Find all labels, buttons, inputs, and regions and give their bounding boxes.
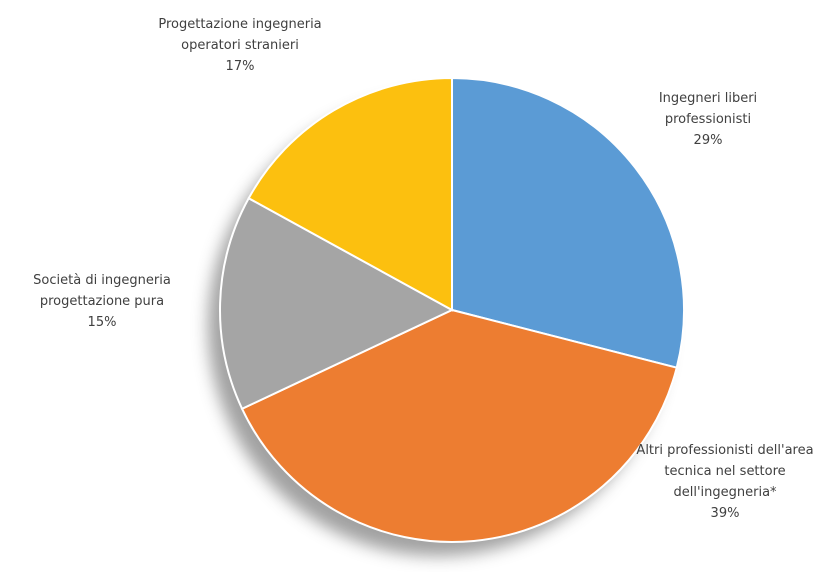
pie-slice: [219, 196, 455, 411]
value-label: 15%: [87, 315, 117, 330]
slice-label: Società di ingegneria progettazione pura…: [2, 270, 202, 333]
slice-label: Progettazione ingegneria operatori stran…: [150, 14, 330, 77]
category-name: Ingegneri liberi professionisti: [658, 91, 758, 127]
category-name: Società di ingegneria progettazione pura: [33, 273, 171, 309]
pie-slice: [240, 308, 678, 543]
slice-label: Ingegneri liberi professionisti 29%: [628, 88, 788, 151]
value-label: 29%: [693, 133, 723, 148]
value-label: 17%: [225, 59, 255, 74]
pie: [219, 76, 685, 543]
pie-slice: [247, 76, 453, 312]
category-name: Altri professionisti dell'area tecnica n…: [636, 443, 814, 500]
pie-slice: [451, 76, 685, 369]
slice-label: Altri professionisti dell'area tecnica n…: [630, 440, 820, 524]
value-label: 39%: [710, 506, 740, 521]
category-name: Progettazione ingegneria operatori stran…: [158, 17, 322, 53]
